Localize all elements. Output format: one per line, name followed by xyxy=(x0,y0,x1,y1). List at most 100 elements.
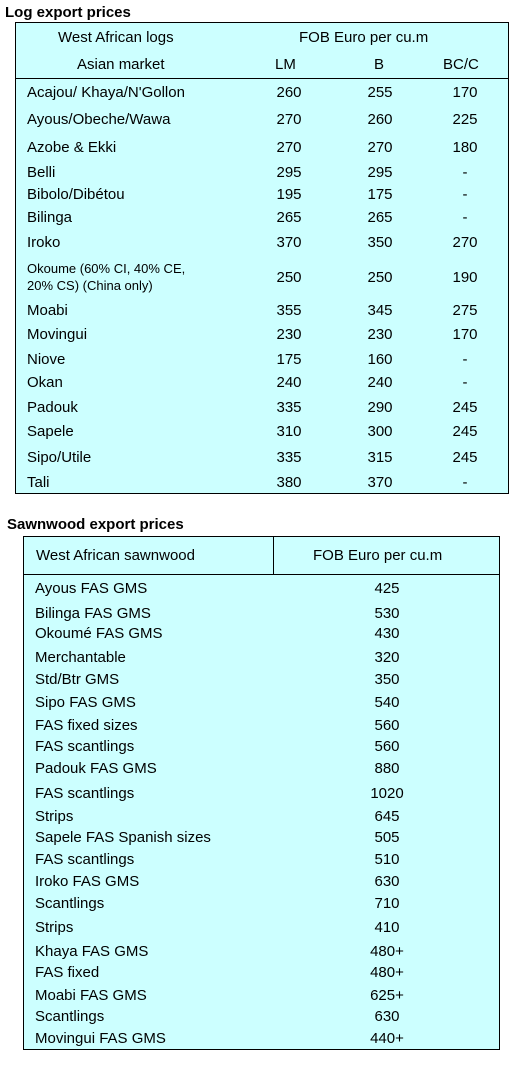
product-price: 560 xyxy=(374,738,400,755)
header-west-african-sawnwood: West African sawnwood xyxy=(36,547,195,564)
product-name: Khaya FAS GMS xyxy=(35,943,149,960)
price-b: 315 xyxy=(367,449,393,466)
price-lm: 380 xyxy=(276,474,302,491)
price-bcc: 180 xyxy=(452,139,478,156)
product-name: Sipo FAS GMS xyxy=(35,694,136,711)
product-name: FAS fixed xyxy=(35,964,100,981)
price-bcc: - xyxy=(462,209,468,226)
product-name: Iroko FAS GMS xyxy=(35,873,140,890)
product-price: 430 xyxy=(374,625,400,642)
price-lm: 355 xyxy=(276,302,302,319)
species-name: Bilinga xyxy=(27,209,73,226)
product-price: 440+ xyxy=(370,1030,404,1047)
species-name-line2: 20% CS) (China only) xyxy=(27,278,153,293)
product-name: Scantlings xyxy=(35,1008,105,1025)
product-price: 320 xyxy=(374,649,400,666)
price-b: 255 xyxy=(367,84,393,101)
product-price: 710 xyxy=(374,895,400,912)
species-name: Moabi xyxy=(27,302,68,319)
price-lm: 195 xyxy=(276,186,302,203)
product-price: 505 xyxy=(374,829,400,846)
price-bcc: 245 xyxy=(452,449,478,466)
price-bcc: - xyxy=(462,474,468,491)
product-price: 350 xyxy=(374,671,400,688)
price-b: 295 xyxy=(367,164,393,181)
species-name: Okoume (60% CI, 40% CE, xyxy=(27,261,186,276)
product-name: Padouk FAS GMS xyxy=(35,760,157,777)
price-lm: 270 xyxy=(276,139,302,156)
price-b: 370 xyxy=(367,474,393,491)
sawnwood-price-table: West African sawnwood FOB Euro per cu.m … xyxy=(23,536,500,1050)
species-name: Movingui xyxy=(27,326,88,343)
species-name: Padouk xyxy=(27,399,78,416)
log-export-title: Log export prices xyxy=(5,4,131,21)
product-name: Strips xyxy=(35,808,74,825)
price-b: 250 xyxy=(367,269,393,286)
price-bcc: 225 xyxy=(452,111,478,128)
product-price: 880 xyxy=(374,760,400,777)
price-lm: 295 xyxy=(276,164,302,181)
product-name: Sapele FAS Spanish sizes xyxy=(35,829,211,846)
product-price: 480+ xyxy=(370,943,404,960)
species-name: Iroko xyxy=(27,234,61,251)
product-price: 630 xyxy=(374,1008,400,1025)
price-bcc: - xyxy=(462,351,468,368)
product-price: 560 xyxy=(374,717,400,734)
price-lm: 335 xyxy=(276,399,302,416)
price-bcc: - xyxy=(462,186,468,203)
species-name: Niove xyxy=(27,351,66,368)
price-lm: 240 xyxy=(276,374,302,391)
price-lm: 310 xyxy=(276,423,302,440)
price-b: 290 xyxy=(367,399,393,416)
price-b: 260 xyxy=(367,111,393,128)
product-name: Strips xyxy=(35,919,74,936)
price-b: 300 xyxy=(367,423,393,440)
price-b: 175 xyxy=(367,186,393,203)
product-price: 410 xyxy=(374,919,400,936)
header-bcc: BC/C xyxy=(443,56,479,73)
product-name: Merchantable xyxy=(35,649,126,666)
product-name: FAS scantlings xyxy=(35,851,135,868)
header-fob-price: FOB Euro per cu.m xyxy=(299,29,429,46)
price-b: 240 xyxy=(367,374,393,391)
price-lm: 175 xyxy=(276,351,302,368)
product-price: 625+ xyxy=(370,987,404,1004)
species-name: Bibolo/Dibétou xyxy=(27,186,125,203)
log-price-table: West African logs FOB Euro per cu.m Asia… xyxy=(15,22,509,494)
price-b: 265 xyxy=(367,209,393,226)
species-name: Ayous/Obeche/Wawa xyxy=(27,111,171,128)
species-name: Sapele xyxy=(27,423,74,440)
product-name: Moabi FAS GMS xyxy=(35,987,147,1004)
price-lm: 260 xyxy=(276,84,302,101)
product-price: 530 xyxy=(374,605,400,622)
product-price: 630 xyxy=(374,873,400,890)
product-price: 1020 xyxy=(370,785,404,802)
price-bcc: - xyxy=(462,164,468,181)
product-name: FAS scantlings xyxy=(35,738,135,755)
product-price: 425 xyxy=(374,580,400,597)
price-bcc: 245 xyxy=(452,399,478,416)
price-bcc: 170 xyxy=(452,326,478,343)
price-b: 230 xyxy=(367,326,393,343)
price-bcc: 275 xyxy=(452,302,478,319)
header-b: B xyxy=(374,56,385,73)
product-price: 480+ xyxy=(370,964,404,981)
species-name: Tali xyxy=(27,474,50,491)
price-bcc: 190 xyxy=(452,269,478,286)
price-b: 345 xyxy=(367,302,393,319)
species-name: Azobe & Ekki xyxy=(27,139,117,156)
price-lm: 270 xyxy=(276,111,302,128)
species-name: Okan xyxy=(27,374,63,391)
product-name: FAS fixed sizes xyxy=(35,717,138,734)
product-name: Movingui FAS GMS xyxy=(35,1030,166,1047)
price-lm: 265 xyxy=(276,209,302,226)
price-lm: 335 xyxy=(276,449,302,466)
price-b: 160 xyxy=(367,351,393,368)
species-name: Belli xyxy=(27,164,56,181)
sawnwood-table-header: West African sawnwood FOB Euro per cu.m xyxy=(24,537,499,575)
price-bcc: 170 xyxy=(452,84,478,101)
price-lm: 370 xyxy=(276,234,302,251)
product-name: Okoumé FAS GMS xyxy=(35,625,163,642)
product-price: 510 xyxy=(374,851,400,868)
price-bcc: 270 xyxy=(452,234,478,251)
